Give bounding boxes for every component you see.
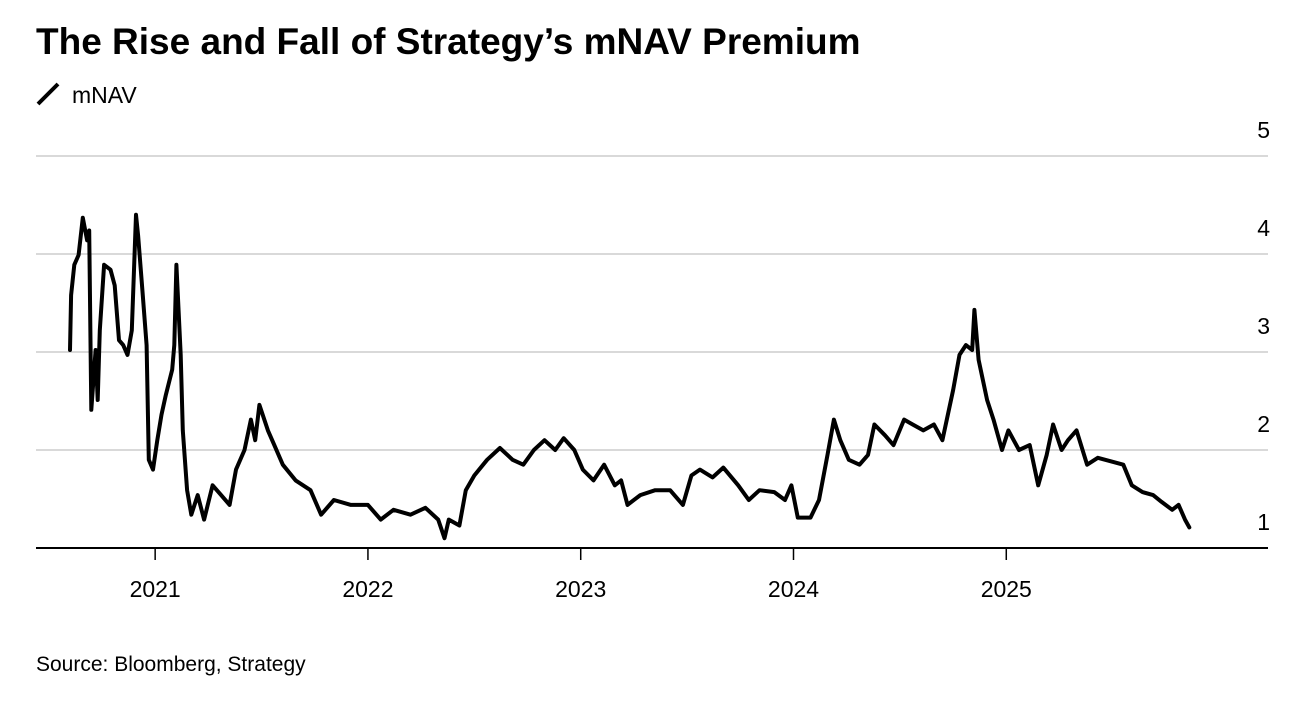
- y-tick-label: 2: [1257, 411, 1270, 437]
- legend-icon: [36, 82, 60, 106]
- source-note: Source: Bloomberg, Strategy: [36, 653, 306, 676]
- x-tick-label: 2023: [555, 576, 606, 602]
- x-tick-label: 2025: [981, 576, 1032, 602]
- data-line: [68, 212, 1192, 541]
- y-tick-label: 4: [1257, 215, 1270, 241]
- y-tick-label: 1: [1257, 509, 1270, 535]
- x-tick-label: 2022: [342, 576, 393, 602]
- x-tick-label: 2021: [130, 576, 181, 602]
- y-tick-label: 3: [1257, 313, 1270, 339]
- legend-label: mNAV: [72, 82, 137, 108]
- x-tick-label: 2024: [768, 576, 819, 602]
- y-tick-label: 5: [1257, 117, 1270, 143]
- chart-title: The Rise and Fall of Strategy’s mNAV Pre…: [36, 21, 860, 62]
